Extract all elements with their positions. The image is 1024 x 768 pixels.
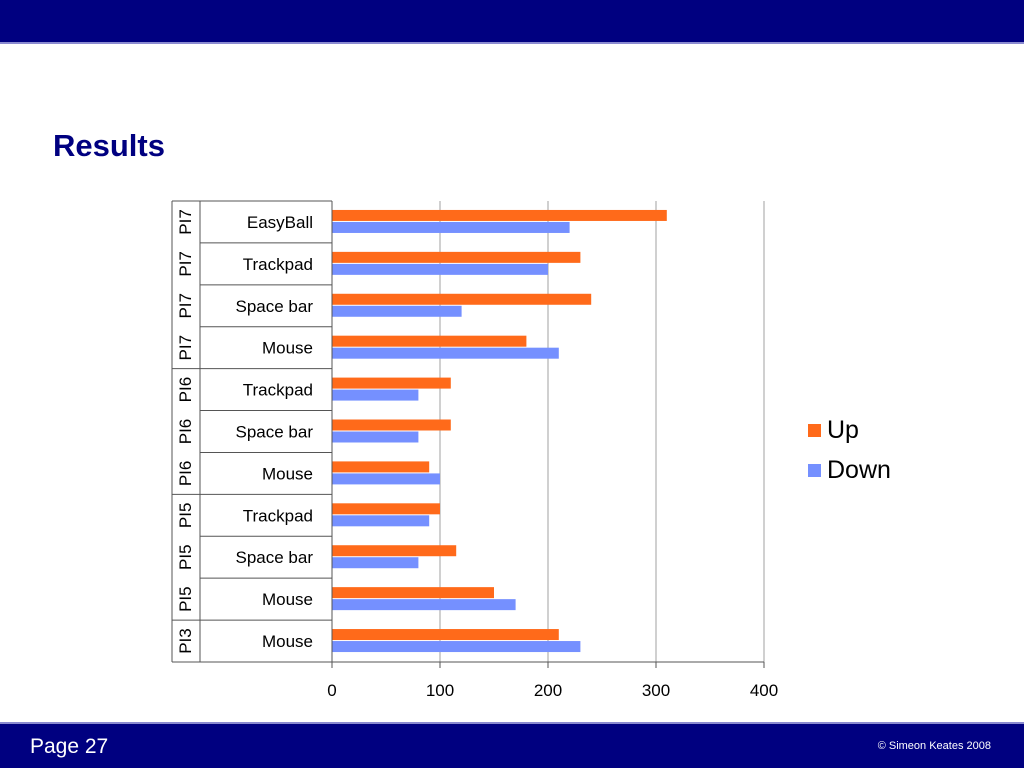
group-label: PI3: [176, 628, 195, 654]
group-label: PI6: [176, 377, 195, 403]
bar-up: [332, 461, 430, 473]
header-divider: [0, 42, 1024, 44]
group-label: PI5: [176, 586, 195, 612]
legend-swatch-up: [808, 423, 821, 437]
bar-up: [332, 209, 667, 221]
category-label: Mouse: [262, 464, 313, 483]
copyright-text: © Simeon Keates 2008: [877, 740, 991, 752]
category-label: Mouse: [262, 632, 313, 651]
group-label: PI5: [176, 544, 195, 570]
bar-up: [332, 251, 581, 263]
bar-up: [332, 545, 457, 557]
category-label: Mouse: [262, 339, 313, 358]
category-label: Trackpad: [243, 381, 313, 400]
legend-label-up: Up: [827, 415, 859, 444]
category-label: Mouse: [262, 590, 313, 609]
bar-up: [332, 293, 592, 305]
category-label: Space bar: [236, 548, 314, 567]
bar-down: [332, 473, 440, 485]
bar-down: [332, 347, 559, 359]
category-label: Trackpad: [243, 506, 313, 525]
group-label: PI5: [176, 503, 195, 529]
bar-up: [332, 587, 494, 599]
legend-swatch-down: [808, 463, 821, 477]
x-tick-label: 300: [642, 681, 670, 700]
legend-label-down: Down: [827, 455, 891, 484]
category-label: Trackpad: [243, 255, 313, 274]
group-label: PI7: [176, 251, 195, 277]
bar-up: [332, 629, 559, 641]
bar-up: [332, 503, 440, 515]
group-label: PI7: [176, 209, 195, 235]
bar-down: [332, 599, 516, 611]
bar-down: [332, 515, 430, 527]
bar-down: [332, 221, 570, 233]
legend-item-up: Up: [808, 410, 891, 450]
bar-down: [332, 389, 419, 401]
bar-down: [332, 557, 419, 569]
x-tick-label: 200: [534, 681, 562, 700]
bar-down: [332, 305, 462, 317]
x-tick-label: 100: [426, 681, 454, 700]
bar-up: [332, 419, 451, 431]
bar-up: [332, 377, 451, 389]
chart-legend: Up Down: [808, 410, 891, 490]
group-label: PI6: [176, 419, 195, 445]
header-bar: [0, 0, 1024, 42]
group-label: PI6: [176, 461, 195, 487]
group-label: PI7: [176, 335, 195, 361]
footer-divider: [0, 722, 1024, 724]
bar-up: [332, 335, 527, 347]
bar-down: [332, 641, 581, 653]
slide-title: Results: [53, 128, 165, 163]
category-label: Space bar: [236, 297, 314, 316]
x-tick-label: 0: [327, 681, 336, 700]
x-tick-label: 400: [750, 681, 778, 700]
bar-down: [332, 431, 419, 443]
legend-item-down: Down: [808, 450, 891, 490]
category-label: Space bar: [236, 423, 314, 442]
page-number: Page 27: [30, 735, 109, 758]
group-label: PI7: [176, 293, 195, 319]
category-label: EasyBall: [247, 213, 313, 232]
footer-bar: [0, 724, 1024, 768]
bar-down: [332, 263, 548, 275]
